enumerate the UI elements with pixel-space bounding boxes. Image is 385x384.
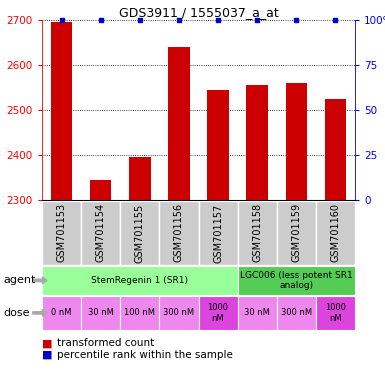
Bar [238,296,277,330]
Text: GSM701153: GSM701153 [57,203,67,262]
Title: GDS3911 / 1555037_a_at: GDS3911 / 1555037_a_at [119,6,278,19]
Text: 30 nM: 30 nM [244,308,270,318]
Text: 300 nM: 300 nM [163,308,194,318]
Bar [199,201,238,265]
Bar [246,85,268,200]
Bar [81,201,120,265]
Text: GSM701160: GSM701160 [330,204,340,262]
Bar [277,296,316,330]
Bar [199,296,238,330]
Text: LGC006 (less potent SR1
analog): LGC006 (less potent SR1 analog) [240,271,353,290]
Bar [42,201,81,265]
Bar [277,201,316,265]
Text: 30 nM: 30 nM [88,308,114,318]
Point [137,17,143,23]
Bar [168,47,190,200]
Bar [316,296,355,330]
Text: transformed count: transformed count [57,338,155,348]
Bar [120,296,159,330]
Bar [42,296,81,330]
Text: agent: agent [4,275,36,285]
Point [176,17,182,23]
Text: GSM701158: GSM701158 [252,203,262,262]
Text: 0 nM: 0 nM [51,308,72,318]
Point [215,17,221,23]
Bar [159,296,199,330]
Text: ■: ■ [42,338,52,348]
Text: GSM701154: GSM701154 [96,203,106,262]
Bar [90,180,111,200]
Text: GSM701159: GSM701159 [291,203,301,262]
Bar [207,90,229,200]
Text: 1000
nM: 1000 nM [325,303,346,323]
Text: GSM701155: GSM701155 [135,203,145,263]
Text: GSM701157: GSM701157 [213,203,223,263]
Bar [120,201,159,265]
Bar [159,201,199,265]
Text: 100 nM: 100 nM [124,308,155,318]
Bar [316,201,355,265]
Point [59,17,65,23]
Text: ■: ■ [42,350,52,360]
Bar [129,157,151,200]
Text: percentile rank within the sample: percentile rank within the sample [57,350,233,360]
Point [98,17,104,23]
Bar [81,296,120,330]
Bar [51,22,72,200]
Point [332,17,338,23]
Bar [286,83,307,200]
Point [254,17,260,23]
Bar [325,99,346,200]
Point [293,17,300,23]
Text: 300 nM: 300 nM [281,308,312,318]
Text: dose: dose [4,308,30,318]
Text: 1000
nM: 1000 nM [208,303,229,323]
Bar [238,201,277,265]
Bar [42,266,238,295]
Text: GSM701156: GSM701156 [174,203,184,262]
Bar [238,266,355,295]
Text: StemRegenin 1 (SR1): StemRegenin 1 (SR1) [91,276,188,285]
